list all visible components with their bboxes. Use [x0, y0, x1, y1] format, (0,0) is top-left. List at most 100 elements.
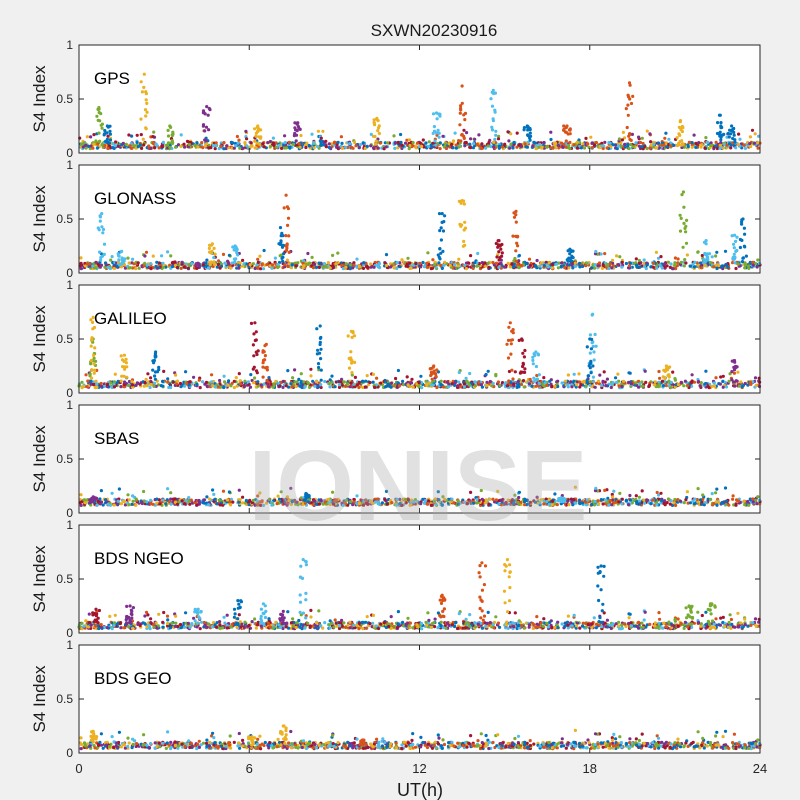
spike-point: [251, 367, 255, 371]
spike-point: [249, 321, 254, 325]
spike-peak: [525, 124, 529, 128]
data-point: [294, 264, 298, 268]
data-point: [706, 140, 710, 144]
data-point: [464, 376, 468, 380]
data-point: [284, 384, 288, 388]
data-point: [709, 141, 713, 145]
data-point: [379, 381, 383, 385]
data-point: [154, 142, 158, 146]
data-point: [207, 146, 211, 150]
data-point: [256, 257, 260, 261]
spike-point: [284, 234, 288, 238]
spike-point: [141, 137, 145, 141]
spike-point: [286, 207, 290, 211]
spike-point: [528, 138, 532, 142]
spike-point: [122, 359, 126, 363]
spike-point: [319, 347, 323, 351]
data-point: [121, 141, 125, 145]
data-point: [609, 144, 613, 149]
data-point: [405, 375, 409, 379]
data-point: [364, 379, 368, 383]
data-point: [648, 132, 652, 136]
spike-point: [347, 366, 352, 370]
spike-point: [679, 260, 683, 264]
data-point: [198, 386, 202, 390]
spike-point: [531, 362, 535, 366]
data-point: [418, 261, 422, 265]
data-point: [259, 267, 263, 271]
data-point: [599, 252, 603, 256]
data-point: [392, 266, 396, 270]
data-point: [253, 266, 257, 271]
data-point: [637, 135, 641, 139]
data-point: [209, 380, 214, 384]
data-point: [258, 254, 262, 258]
data-point: [249, 373, 253, 377]
spike-point: [298, 127, 302, 131]
data-point: [699, 381, 703, 385]
spike-point: [435, 368, 439, 372]
data-point: [483, 261, 487, 265]
data-point: [485, 380, 489, 384]
data-point: [165, 498, 169, 502]
data-point: [214, 144, 218, 148]
spike-point: [279, 239, 283, 243]
spike-point: [282, 206, 286, 210]
data-point: [409, 266, 413, 270]
data-point: [130, 134, 134, 138]
spike-point: [293, 131, 297, 136]
data-point: [111, 142, 115, 146]
data-point: [79, 256, 83, 260]
y-tick-label: 0.5: [56, 332, 73, 346]
data-point: [487, 265, 491, 269]
data-point: [143, 261, 147, 265]
data-point: [339, 135, 343, 139]
spike-point: [153, 355, 157, 359]
data-point: [669, 385, 673, 389]
spike-point: [294, 139, 298, 143]
data-point: [638, 382, 642, 386]
spike-point: [281, 259, 285, 263]
data-point: [517, 266, 521, 270]
spike-point: [741, 256, 745, 260]
spike-point: [97, 228, 101, 232]
spike-point: [528, 131, 532, 135]
data-point: [624, 261, 629, 266]
spike-point: [490, 125, 494, 129]
data-point: [419, 374, 423, 378]
data-point: [415, 141, 419, 145]
spike-peak: [318, 324, 322, 328]
spike-point: [461, 244, 465, 248]
data-point: [403, 141, 408, 145]
data-point: [142, 384, 146, 388]
data-point: [298, 145, 302, 149]
data-point: [704, 369, 708, 373]
data-point: [725, 143, 729, 147]
data-point: [590, 502, 594, 507]
spike-point: [430, 377, 434, 381]
spike-point: [565, 258, 569, 262]
spike-point: [435, 117, 439, 121]
data-point: [95, 385, 99, 389]
spike-point: [255, 352, 259, 357]
data-point: [384, 145, 388, 149]
data-point: [348, 267, 352, 271]
spike-point: [592, 380, 596, 384]
data-point: [384, 253, 389, 257]
data-point: [405, 138, 409, 142]
data-point: [290, 263, 294, 267]
data-point: [289, 266, 293, 270]
data-point: [575, 140, 579, 144]
data-point: [348, 142, 352, 146]
data-point: [727, 379, 731, 383]
spike-point: [352, 334, 357, 338]
spike-point: [624, 107, 628, 111]
spike-point: [592, 358, 596, 362]
data-point: [242, 385, 246, 389]
data-point: [438, 147, 442, 151]
spike-point: [263, 354, 267, 358]
spike-point: [731, 136, 735, 141]
data-point: [592, 503, 597, 507]
spike-point: [727, 135, 731, 139]
spike-point: [734, 249, 738, 253]
